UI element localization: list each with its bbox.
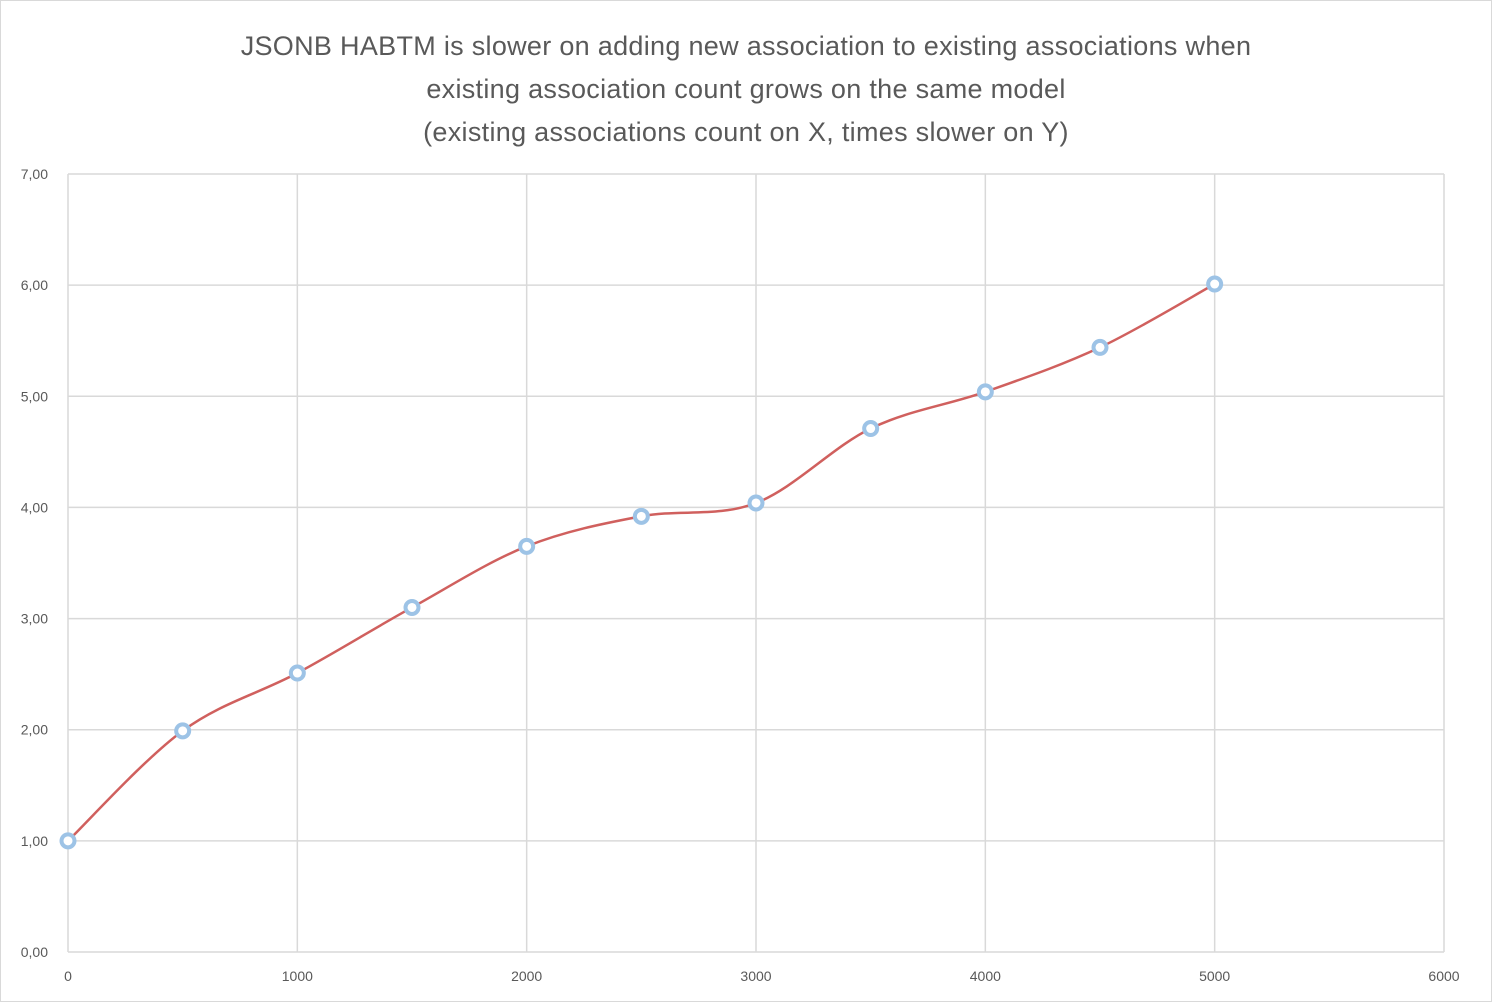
y-tick-label: 2,00	[21, 722, 48, 738]
data-point-marker	[288, 664, 306, 682]
data-point-marker	[747, 494, 765, 512]
series-line	[67, 282, 1216, 842]
x-tick-label: 2000	[511, 968, 542, 984]
chart-title: JSONB HABTM is slower on adding new asso…	[1, 25, 1491, 154]
chart-title-line-3: (existing associations count on X, times…	[423, 117, 1069, 147]
y-tick-label: 4,00	[21, 499, 48, 515]
x-tick-label: 4000	[970, 968, 1001, 984]
data-point-marker	[59, 832, 77, 850]
x-tick-label: 3000	[740, 968, 771, 984]
data-point-marker	[518, 537, 536, 555]
chart-title-line-2: existing association count grows on the …	[426, 74, 1066, 104]
data-point-marker	[862, 420, 880, 438]
x-tick-label: 1000	[282, 968, 313, 984]
data-point-marker	[632, 507, 650, 525]
tick-label-layer: 0,00 1,00 2,00 3,00 4,00 5,00 6,00 7,00 0 1000 200…	[21, 166, 1460, 984]
data-point-marker	[976, 383, 994, 401]
chart-title-line-1: JSONB HABTM is slower on adding new asso…	[240, 31, 1252, 61]
grid-layer	[67, 173, 1445, 953]
y-tick-label: 5,00	[21, 388, 48, 404]
y-tick-label: 0,00	[21, 944, 48, 960]
data-point-marker	[1091, 338, 1109, 356]
data-point-marker	[174, 722, 192, 740]
x-tick-label: 6000	[1428, 968, 1459, 984]
marker-layer	[59, 275, 1224, 850]
y-tick-label: 3,00	[21, 611, 48, 627]
series-line-layer	[67, 282, 1216, 842]
y-tick-label: 6,00	[21, 277, 48, 293]
data-point-marker	[403, 598, 421, 616]
data-point-marker	[1206, 275, 1224, 293]
x-tick-label: 5000	[1199, 968, 1230, 984]
x-tick-label: 0	[64, 968, 72, 984]
y-tick-label: 7,00	[21, 166, 48, 182]
y-tick-label: 1,00	[21, 833, 48, 849]
